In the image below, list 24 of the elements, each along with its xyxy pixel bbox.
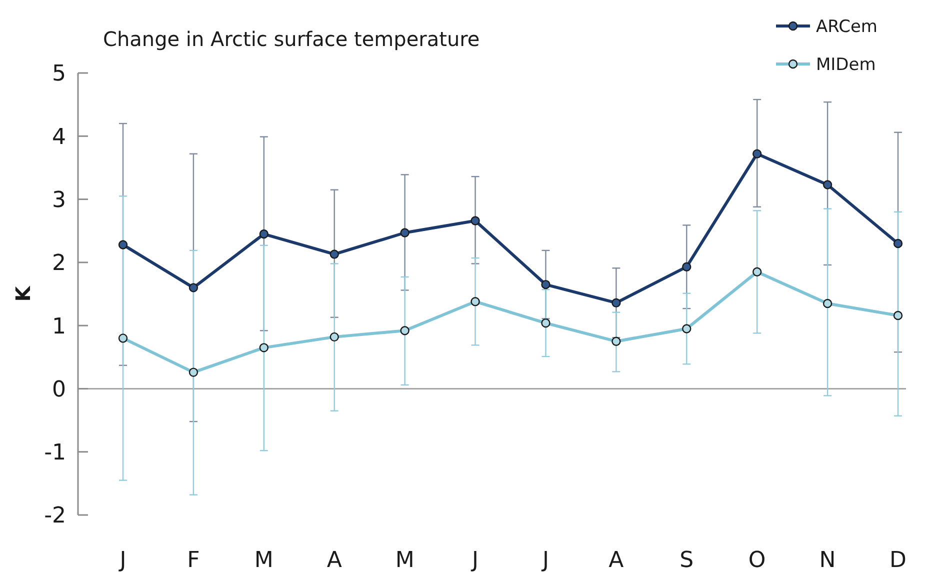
y-tick-label: -1 [44,440,66,466]
x-tick-label: N [819,548,836,573]
x-tick-label: J [118,548,126,573]
legend-label: ARCem [816,16,878,37]
legend-label: MIDem [816,54,876,75]
y-tick-label: 4 [52,124,66,150]
y-tick-label: 2 [52,251,66,276]
x-tick-label: A [326,548,342,573]
y-axis-title: K [11,284,35,302]
x-tick-label: D [890,548,906,573]
x-tick-label: J [470,548,479,573]
chart-title: Change in Arctic surface temperature [103,27,480,51]
y-tick-label: 5 [52,62,66,87]
y-tick-label: 3 [52,188,66,213]
x-tick-label: O [748,548,766,573]
y-tick-label: 0 [52,377,66,402]
x-tick-label: M [254,548,274,573]
y-tick-label: 1 [52,314,66,340]
x-tick-label: J [540,548,549,573]
y-tick-label: -2 [44,504,66,529]
x-tick-label: A [608,548,624,573]
x-tick-label: M [395,548,414,573]
x-tick-label: F [187,548,200,573]
x-tick-label: S [680,548,694,573]
